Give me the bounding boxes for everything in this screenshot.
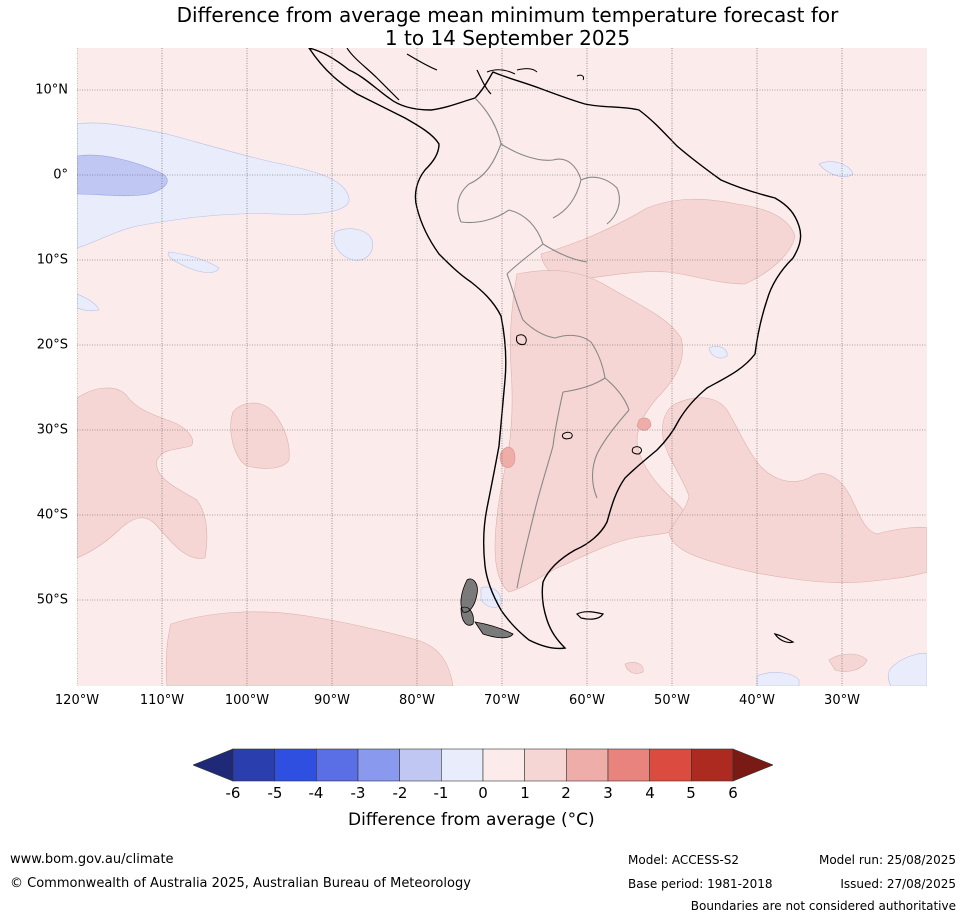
colorbar-extend-low [193, 748, 234, 782]
colorbar-cell [566, 748, 609, 782]
footer-issued: Issued: 27/08/2025 [840, 877, 956, 891]
lon-label-100w: 100°W [224, 693, 270, 708]
cool-region-pacific-streak [167, 251, 220, 273]
lon-label-80w: 80°W [399, 693, 435, 708]
colorbar [193, 748, 773, 782]
colorbar-tick: 2 [561, 784, 571, 802]
colorbar-tick: 0 [478, 784, 488, 802]
colorbar-tick: -2 [392, 784, 408, 802]
lon-label-70w: 70°W [484, 693, 520, 708]
lon-label-110w: 110°W [139, 693, 185, 708]
graticule [77, 48, 927, 686]
cool-region-equatorial-pacific [77, 122, 350, 249]
colorbar-title: Difference from average (°C) [348, 810, 595, 830]
title-line-1: Difference from average mean minimum tem… [176, 3, 839, 27]
colorbar-cell [357, 748, 400, 782]
colorbar-extend-high [732, 748, 773, 782]
warm-region-southeast-pacific [77, 387, 208, 559]
warm-region-brazil-northeast [540, 198, 796, 285]
colorbar-cell [399, 748, 442, 782]
inland-water [516, 334, 642, 455]
lon-label-60w: 60°W [569, 693, 605, 708]
caribbean-islands [486, 68, 584, 81]
warm-region-south-pacific [165, 611, 454, 686]
colorbar-cell [441, 748, 484, 782]
cool-region-west-edge [77, 293, 100, 312]
lat-label-40s: 40°S [36, 507, 68, 523]
lat-label-0: 0° [53, 167, 68, 183]
footer-model: Model: ACCESS-S2 [628, 853, 740, 867]
colorbar-cell [691, 748, 734, 782]
south-georgia [773, 633, 795, 644]
lon-label-90w: 90°W [314, 693, 350, 708]
colorbar-cell [524, 748, 567, 782]
south-america-coastline [308, 48, 802, 650]
cool-region-south-atlantic-mid [756, 672, 800, 686]
lat-label-10n: 10°N [35, 82, 68, 98]
cool-region-brazil-coast [708, 346, 728, 359]
footer-model-run: Model run: 25/08/2025 [818, 853, 956, 867]
cool-region-equatorial-core [77, 154, 168, 197]
colorbar-tick: 5 [686, 784, 696, 802]
colorbar-tick: 6 [728, 784, 738, 802]
footer-copyright: © Commonwealth of Australia 2025, Austra… [10, 876, 471, 891]
lat-label-30s: 30°S [36, 422, 68, 438]
colorbar-tick: -6 [225, 784, 241, 802]
cool-region-atlantic-equator [818, 161, 854, 177]
cool-region-south-atlantic-east [887, 653, 927, 686]
colorbar-tick: 4 [645, 784, 655, 802]
warm-region-falklands-east [624, 662, 644, 674]
colorbar-cell [607, 748, 650, 782]
national-borders [457, 97, 630, 589]
colorbar-cell [316, 748, 359, 782]
lon-label-30w: 30°W [824, 693, 860, 708]
colorbar-cell [274, 748, 317, 782]
falkland-islands [575, 611, 604, 620]
lon-label-120w: 120°W [54, 693, 100, 708]
warm-spot-argentina [499, 446, 516, 468]
map-canvas [77, 48, 927, 686]
warm-region-south-atlantic [662, 397, 927, 584]
footer-base-period: Base period: 1981-2018 [628, 877, 773, 891]
chilean-archipelago [460, 578, 514, 639]
forecast-map [77, 48, 927, 686]
footer-disclaimer: Boundaries are not considered authoritat… [690, 899, 956, 913]
lon-label-50w: 50°W [654, 693, 690, 708]
lon-label-40w: 40°W [739, 693, 775, 708]
central-america-coastline [346, 48, 492, 101]
colorbar-tick: -3 [350, 784, 366, 802]
colorbar-tick: 1 [520, 784, 530, 802]
colorbar-tick: 3 [603, 784, 613, 802]
colorbar-tick: -4 [308, 784, 324, 802]
colorbar-cell [482, 748, 525, 782]
footer-website: www.bom.gov.au/climate [10, 852, 174, 867]
lat-label-50s: 50°S [36, 592, 68, 608]
title-line-2: 1 to 14 September 2025 [384, 26, 631, 50]
cool-region-galapagos-west [333, 228, 373, 261]
colorbar-cell [649, 748, 692, 782]
lat-label-10s: 10°S [36, 252, 68, 268]
colorbar-tick: -5 [267, 784, 283, 802]
colorbar-tick: -1 [433, 784, 449, 802]
lat-label-20s: 20°S [36, 337, 68, 353]
warm-region-pacific-midlat [230, 402, 290, 469]
colorbar-cell [232, 748, 275, 782]
map-title: Difference from average mean minimum tem… [0, 4, 965, 50]
warm-spot-brazil-south [636, 417, 652, 431]
